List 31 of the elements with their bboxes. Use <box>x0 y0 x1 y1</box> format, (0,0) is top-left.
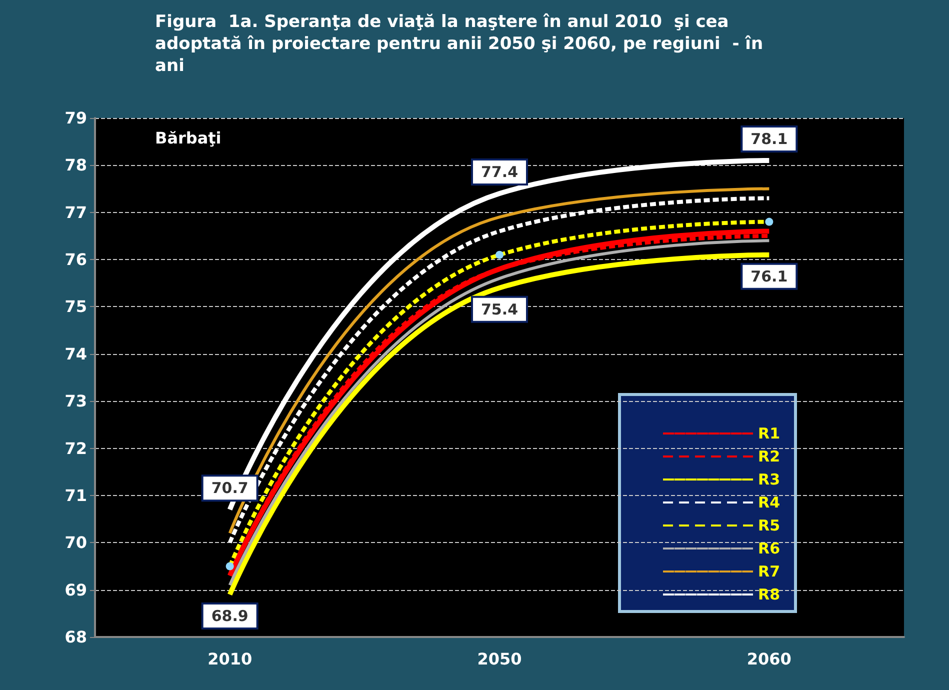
legend-label: R8 <box>758 586 780 604</box>
data-label: 76.1 <box>750 267 788 286</box>
data-label: 70.7 <box>211 479 248 498</box>
y-tick-label: 79 <box>64 108 87 128</box>
annotation: Bărbaţi <box>155 128 222 148</box>
y-tick-label: 69 <box>64 580 87 600</box>
data-label: 75.4 <box>480 300 518 318</box>
legend-label: R4 <box>758 494 780 512</box>
legend-label: R5 <box>758 516 780 534</box>
data-label: 78.1 <box>750 130 788 148</box>
legend-label: R6 <box>758 540 780 558</box>
legend-label: R2 <box>758 448 780 466</box>
y-tick-label: 72 <box>64 438 87 458</box>
y-tick-label: 75 <box>64 297 87 316</box>
y-tick-label: 71 <box>64 486 87 505</box>
y-tick-label: 68 <box>64 628 87 646</box>
legend-label: R3 <box>758 470 780 488</box>
legend-label: R1 <box>758 424 780 442</box>
legend-label: R7 <box>758 562 780 580</box>
y-tick-label: 78 <box>64 156 87 175</box>
data-label: 77.4 <box>480 162 518 181</box>
x-tick-label: 2050 <box>477 650 522 668</box>
y-tick-label: 77 <box>64 202 87 222</box>
x-tick-label: 2060 <box>746 650 792 668</box>
data-label: 68.9 <box>211 607 248 626</box>
y-tick-label: 73 <box>64 392 87 411</box>
y-tick-label: 76 <box>64 250 87 270</box>
y-tick-label: 70 <box>64 533 87 552</box>
chart-title: Figura 1a. Speranţa de viaţă la naştere în anul 2010 şi cea adoptată în proiectare pentru anii 2050 şi 2060, pe regiuni - în ani <box>155 12 770 76</box>
x-tick-label: 2010 <box>208 650 252 668</box>
y-tick-label: 74 <box>64 344 87 364</box>
